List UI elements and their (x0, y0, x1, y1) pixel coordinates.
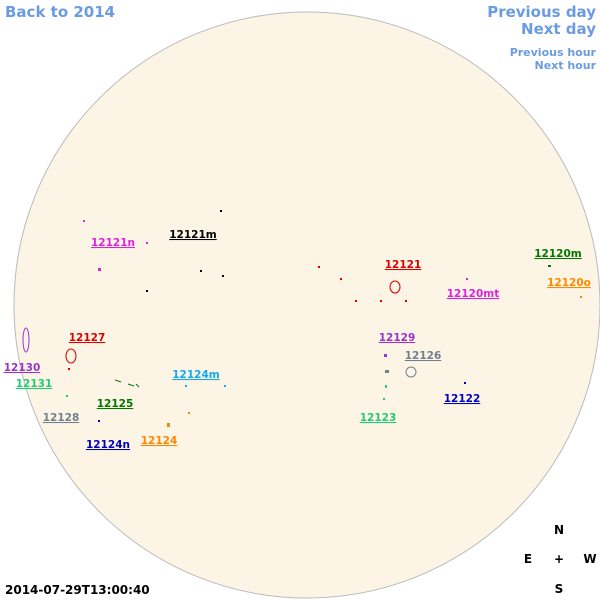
region-label[interactable]: 12120m (534, 248, 582, 260)
region-label[interactable]: 12129 (379, 332, 416, 344)
spot-dots (66, 210, 582, 427)
previous-hour-link[interactable]: Previous hour (510, 46, 597, 59)
region-label[interactable]: 12127 (69, 332, 106, 344)
region-label[interactable]: 12128 (43, 412, 80, 424)
region-label[interactable]: 12126 (405, 350, 442, 362)
compass-north: N (554, 523, 564, 537)
previous-day-link[interactable]: Previous day (487, 3, 596, 21)
compass-center: + (554, 552, 564, 566)
compass-south: S (555, 582, 564, 596)
region-label[interactable]: 12121m (169, 229, 217, 241)
back-year-link[interactable]: Back to 2014 (5, 3, 115, 21)
compass-west: W (583, 552, 596, 566)
region-label[interactable]: 12123 (360, 412, 397, 424)
region-label[interactable]: 12121 (385, 259, 422, 271)
compass-east: E (524, 552, 532, 566)
region-label[interactable]: 12124 (141, 435, 178, 447)
region-label[interactable]: 12124n (86, 439, 130, 451)
region-label[interactable]: 12125 (97, 398, 134, 410)
region-label[interactable]: 12131 (16, 378, 53, 390)
region-label[interactable]: 12124m (172, 369, 220, 381)
region-label[interactable]: 12120mt (447, 288, 500, 300)
spots (22, 280, 417, 388)
region-label[interactable]: 12120o (547, 277, 591, 289)
region-label[interactable]: 12122 (444, 393, 481, 405)
timestamp: 2014-07-29T13:00:40 (5, 583, 150, 597)
region-label[interactable]: 12130 (4, 362, 41, 374)
next-hour-link[interactable]: Next hour (535, 59, 597, 72)
next-day-link[interactable]: Next day (521, 20, 596, 38)
region-label[interactable]: 12121n (91, 237, 135, 249)
solar-disk (13, 11, 600, 599)
